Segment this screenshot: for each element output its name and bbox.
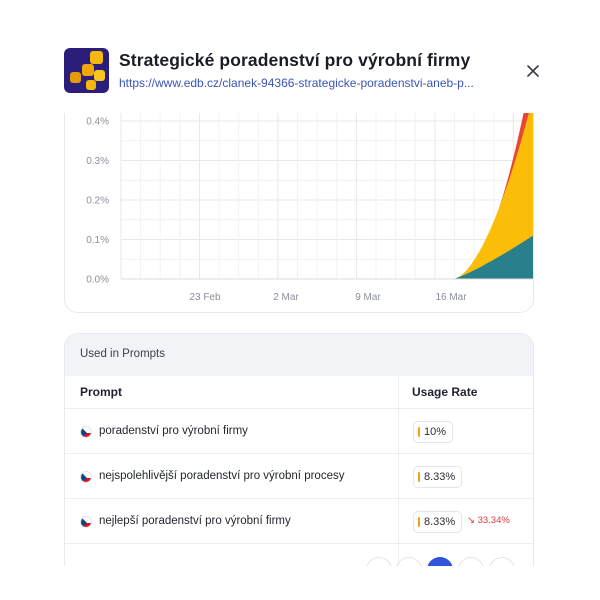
page-url-link[interactable]: https://www.edb.cz/clanek-94366-strategi… — [119, 76, 474, 90]
prompt-text: nejspolehlivější poradenství pro výrobní… — [99, 470, 345, 482]
series-area — [453, 113, 533, 279]
usage-chart-card: 0.0% 0.1% 0.2% 0.3% 0.4% 23 Feb 2 Mar 9 Mar 16 M… — [64, 113, 534, 313]
scroll-fade — [0, 566, 600, 600]
column-header-usage-rate[interactable]: Usage Rate — [412, 385, 478, 399]
y-tick-label: 0.3% — [86, 156, 109, 167]
table-row[interactable]: nejlepší poradenství pro výrobní firmy 8… — [65, 500, 533, 544]
column-divider — [398, 376, 399, 568]
x-tick-label: 2 Mar — [273, 292, 299, 303]
series-area — [453, 235, 533, 279]
usage-rate-badge: 8.33% — [413, 466, 463, 488]
y-tick-label: 0.4% — [86, 117, 109, 128]
table-row[interactable]: nejspolehlivější poradenství pro výrobní… — [65, 455, 533, 499]
trend-down-delta: ↘ 33.34% — [467, 515, 510, 526]
x-tick-label: 16 Mar — [435, 292, 467, 303]
page-title: Strategické poradenství pro výrobní firm… — [119, 50, 471, 70]
x-tick-label: 9 Mar — [355, 292, 381, 303]
table-row[interactable]: poradenství pro výrobní firmy 10% — [65, 410, 533, 454]
czech-flag-icon — [80, 471, 92, 483]
x-tick-label: 23 Feb — [189, 292, 221, 303]
usage-rate-badge: 10% — [413, 421, 454, 443]
prompt-text: poradenství pro výrobní firmy — [99, 425, 248, 437]
column-header-prompt[interactable]: Prompt — [80, 385, 122, 399]
row-divider — [65, 543, 533, 544]
row-divider — [65, 453, 533, 454]
section-title: Used in Prompts — [80, 348, 166, 360]
y-tick-label: 0.2% — [86, 196, 109, 207]
y-tick-label: 0.1% — [86, 235, 109, 246]
close-icon[interactable] — [522, 60, 544, 82]
y-tick-label: 0.0% — [86, 275, 109, 286]
dialog-header: Strategické poradenství pro výrobní firm… — [64, 48, 552, 94]
card-header: Used in Prompts — [65, 334, 533, 376]
czech-flag-icon — [80, 516, 92, 528]
usage-rate-badge: 8.33% — [413, 511, 463, 533]
row-divider — [65, 408, 533, 409]
usage-chart: 0.0% 0.1% 0.2% 0.3% 0.4% 23 Feb 2 Mar 9 Mar 16 M… — [86, 113, 533, 303]
used-in-prompts-card: Used in Prompts Prompt Usage Rate porade… — [64, 333, 534, 568]
site-logo-icon — [64, 48, 109, 93]
prompt-text: nejlepší poradenství pro výrobní firmy — [99, 515, 291, 527]
czech-flag-icon — [80, 426, 92, 438]
row-divider — [65, 498, 533, 499]
